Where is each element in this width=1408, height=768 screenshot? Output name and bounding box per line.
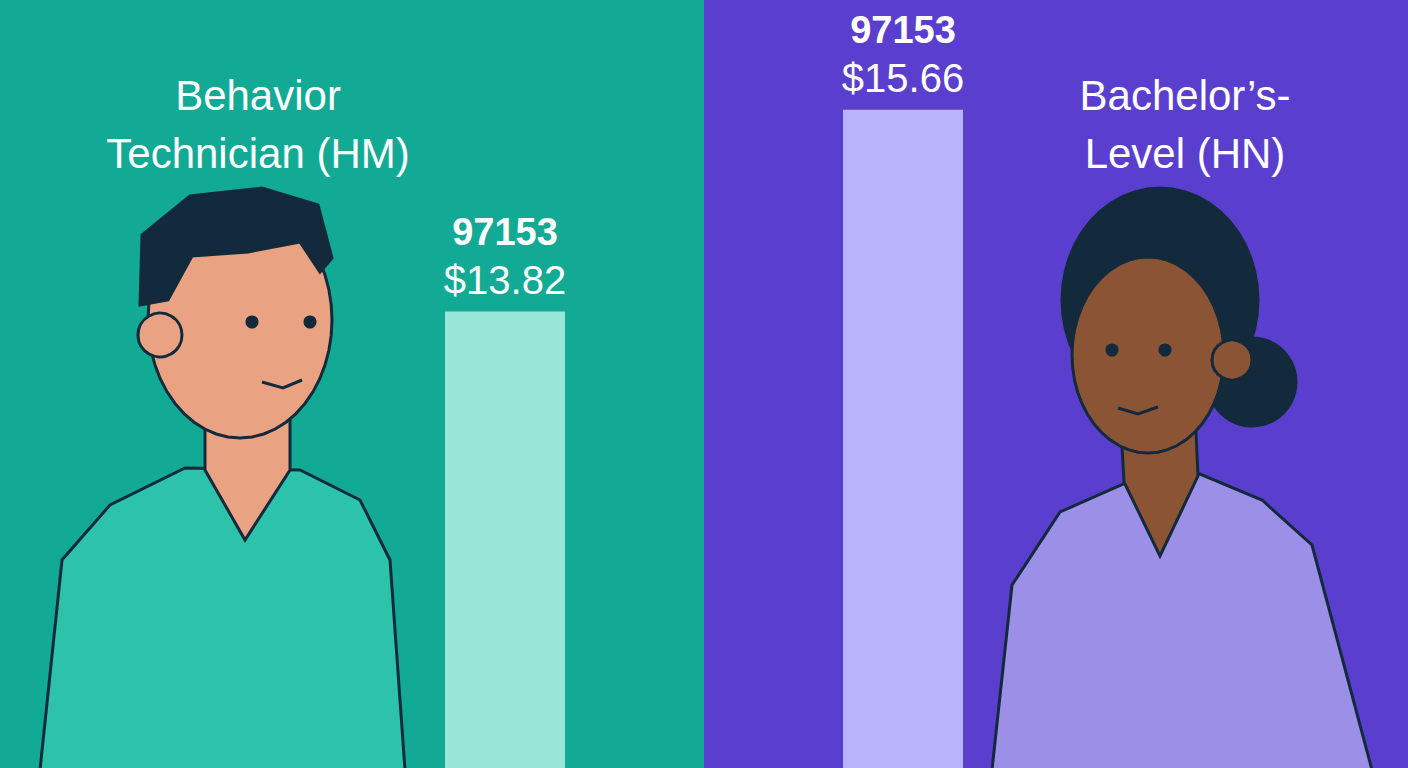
svg-text:Level (HN): Level (HN)	[1085, 130, 1286, 177]
svg-text:Behavior: Behavior	[175, 72, 341, 119]
svg-text:Bachelor’s-: Bachelor’s-	[1080, 72, 1291, 119]
svg-text:97153: 97153	[850, 9, 956, 51]
svg-text:Technician (HM): Technician (HM)	[106, 130, 409, 177]
svg-text:$15.66: $15.66	[842, 56, 964, 100]
svg-text:97153: 97153	[452, 211, 558, 253]
svg-text:$13.82: $13.82	[444, 258, 566, 302]
